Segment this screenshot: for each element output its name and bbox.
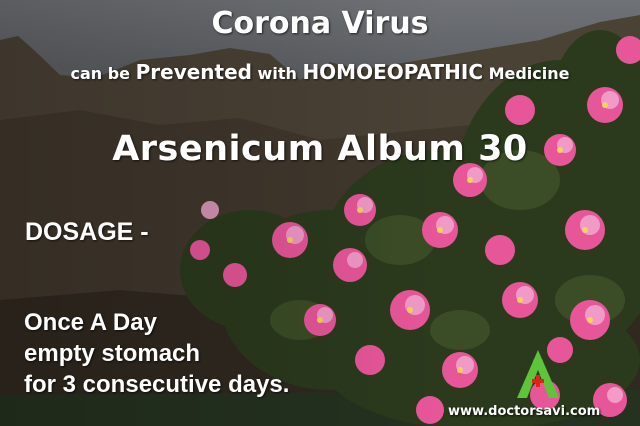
poster-subtitle: can be Prevented with HOMOEOPATHIC Medic… <box>0 60 640 84</box>
flower-cluster <box>190 36 640 424</box>
subtitle-text-1: can be <box>70 64 136 83</box>
dosage-line-1: Once A Day <box>24 309 157 336</box>
subtitle-text-5: Medicine <box>483 64 570 83</box>
dosage-line-3: for 3 consecutive days. <box>24 371 290 398</box>
subtitle-prevented: Prevented <box>135 60 252 84</box>
website-link[interactable]: www.doctorsavi.com <box>448 404 601 419</box>
dosage-line-2: empty stomach <box>24 340 201 367</box>
dosage-label: DOSAGE - <box>25 218 149 246</box>
doctorsavi-logo-icon <box>517 350 559 398</box>
dosage-instructions: Once A Day empty stomach for 3 consecuti… <box>24 307 289 400</box>
poster-title: Corona Virus <box>211 6 429 41</box>
medicine-name: Arsenicum Album 30 <box>112 129 528 169</box>
subtitle-homoeopathic: HOMOEOPATHIC <box>302 60 483 84</box>
subtitle-text-3: with <box>251 64 303 83</box>
